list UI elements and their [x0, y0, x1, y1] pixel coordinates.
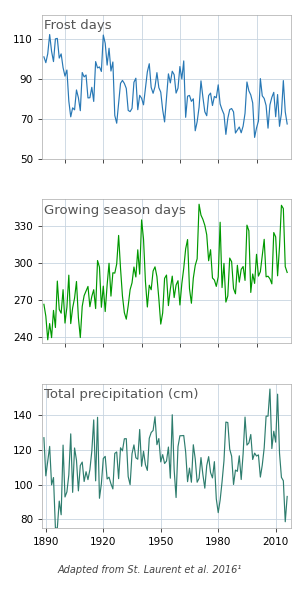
Text: Adapted from St. Laurent et al. 2016¹: Adapted from St. Laurent et al. 2016¹	[58, 565, 242, 575]
Text: Growing season days: Growing season days	[44, 204, 186, 217]
Text: Frost days: Frost days	[44, 19, 112, 32]
Text: Total precipitation (cm): Total precipitation (cm)	[44, 388, 199, 401]
